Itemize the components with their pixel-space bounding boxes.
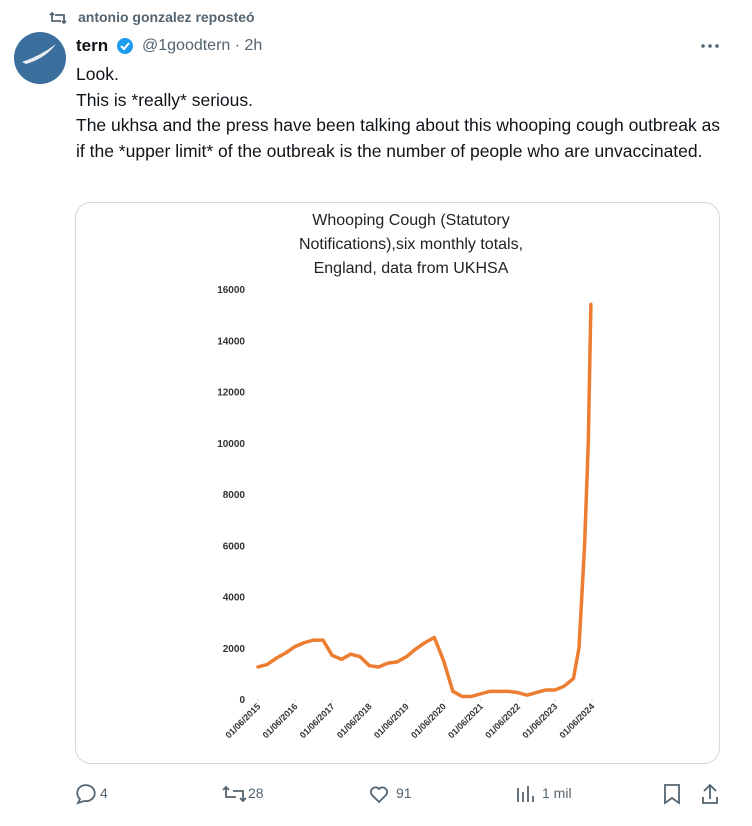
share-icon[interactable]	[702, 783, 718, 804]
repost-action-icon[interactable]	[222, 785, 247, 803]
y-tick-label: 0	[239, 695, 245, 706]
tweet-text: Look. This is *really* serious. The ukhs…	[76, 62, 726, 164]
x-tick-label: 01/06/2018	[335, 701, 374, 740]
icons	[49, 11, 718, 805]
y-tick-label: 2000	[223, 644, 246, 655]
x-tick-label: 01/06/2022	[483, 701, 522, 740]
more-menu[interactable]	[701, 44, 719, 48]
x-tick-label: 01/06/2024	[557, 701, 596, 740]
image-card[interactable]	[75, 202, 720, 764]
avatar-bird	[22, 44, 56, 64]
reply-count[interactable]: 4	[100, 785, 108, 801]
author-name[interactable]: tern	[76, 36, 109, 55]
dot	[708, 44, 712, 48]
author-meta[interactable]: @1goodtern · 2h	[142, 37, 263, 54]
x-tick-label: 01/06/2020	[409, 701, 448, 740]
verified-check	[120, 42, 130, 51]
x-tick-label: 01/06/2019	[372, 701, 411, 740]
tweet-line: This is *really* serious.	[76, 89, 253, 110]
like-count[interactable]: 91	[396, 785, 412, 801]
y-tick-label: 12000	[217, 388, 245, 399]
dot	[701, 44, 705, 48]
like-icon[interactable]	[370, 786, 388, 804]
tweet-line: The ukhsa and the press have been talkin…	[76, 115, 721, 161]
y-tick-label: 16000	[217, 285, 245, 296]
view-count[interactable]: 1 mil	[542, 785, 572, 801]
dot	[715, 44, 719, 48]
x-tick-label: 01/06/2015	[223, 701, 262, 740]
views-icon[interactable]	[517, 786, 534, 802]
repost-label[interactable]: antonio gonzalez reposteó	[78, 9, 255, 25]
data-line	[256, 302, 593, 699]
tweet-line: Look.	[76, 64, 119, 84]
repost-count[interactable]: 28	[248, 785, 264, 801]
bookmark-icon[interactable]	[664, 784, 680, 805]
y-tick-label: 8000	[223, 490, 246, 501]
y-tick-label: 6000	[223, 541, 246, 552]
chart-title: Whooping Cough (Statutory Notifications)…	[298, 212, 524, 277]
repost-icon	[49, 11, 67, 25]
x-tick-label: 01/06/2023	[520, 701, 559, 740]
y-tick-label: 10000	[217, 439, 245, 450]
reply-icon[interactable]	[76, 784, 96, 805]
x-tick-label: 01/06/2016	[261, 701, 300, 740]
y-tick-label: 14000	[217, 336, 245, 347]
x-tick-label: 01/06/2021	[446, 701, 485, 740]
y-tick-label: 4000	[223, 593, 246, 604]
verified-badge	[117, 38, 133, 54]
x-tick-label: 01/06/2017	[298, 701, 337, 740]
